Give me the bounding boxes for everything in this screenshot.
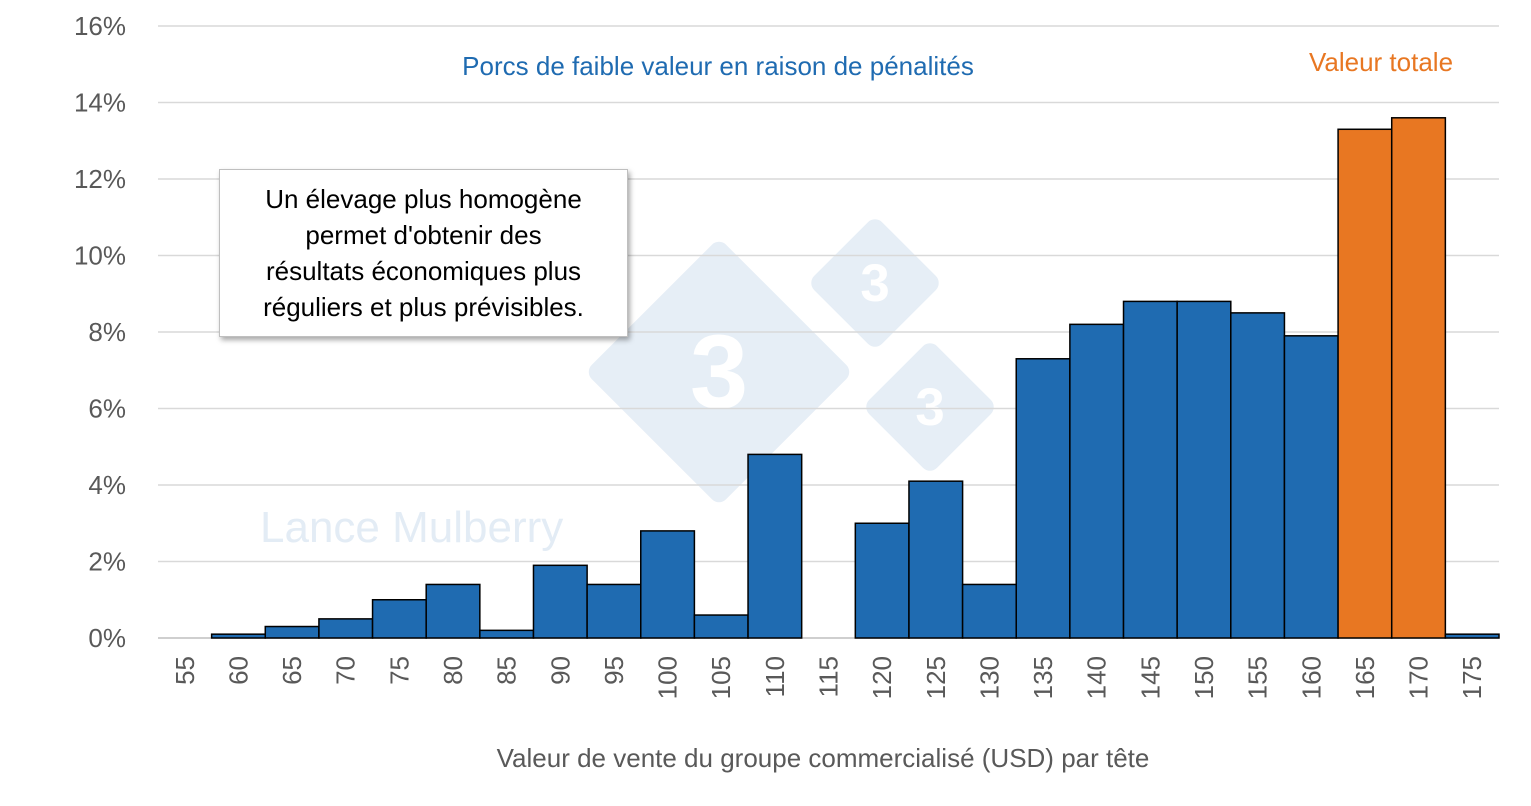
bar-155	[1230, 312, 1286, 639]
bar-95	[586, 583, 642, 639]
bar-60	[210, 633, 267, 639]
x-tick-label: 160	[1296, 656, 1326, 699]
bar-160	[1283, 335, 1339, 639]
bar-85	[479, 629, 535, 639]
watermark-author: Lance Mulberry	[260, 503, 563, 552]
bar-110	[747, 453, 803, 639]
watermark-digit: 3	[690, 314, 748, 431]
bar-175	[1444, 633, 1500, 639]
y-tick-label: 6%	[88, 394, 126, 424]
bars	[210, 117, 1500, 639]
note-line: Un élevage plus homogène	[265, 184, 582, 214]
x-tick-label: 130	[974, 656, 1004, 699]
x-tick-label: 55	[170, 656, 200, 685]
bar-125	[908, 480, 964, 639]
y-axis-tick-labels: 0% 2% 4% 6% 8% 10% 12% 14% 16%	[74, 11, 126, 653]
bar-135	[1015, 358, 1071, 639]
watermark-diamond	[588, 241, 850, 503]
x-tick-label: 60	[223, 656, 253, 685]
x-tick-label: 115	[814, 656, 844, 697]
bar-150	[1176, 300, 1232, 639]
bar-100	[640, 530, 696, 639]
watermark-logo: 3 3 3	[588, 219, 994, 503]
x-tick-label: 75	[384, 656, 414, 685]
x-tick-label: 155	[1243, 656, 1273, 699]
x-tick-label: 175	[1457, 656, 1487, 699]
bar-165	[1337, 128, 1393, 639]
x-tick-label: 165	[1350, 656, 1380, 699]
note-line: réguliers et plus prévisibles.	[263, 292, 584, 322]
x-tick-label: 120	[867, 656, 897, 699]
y-tick-label: 8%	[88, 317, 126, 347]
bar-105	[693, 614, 749, 639]
watermark-digit: 3	[915, 378, 944, 437]
low-value-annotation: Porcs de faible valeur en raison de péna…	[462, 51, 974, 81]
bar-145	[1122, 300, 1178, 639]
x-tick-label: 110	[760, 656, 790, 697]
note-line: résultats économiques plus	[265, 256, 582, 286]
bar-70	[318, 618, 374, 639]
x-tick-label: 125	[921, 656, 951, 699]
x-tick-label: 100	[653, 656, 683, 699]
total-value-annotation: Valeur totale	[1309, 47, 1453, 77]
x-tick-label: 145	[1135, 656, 1165, 699]
bar-90	[532, 564, 588, 639]
x-tick-label: 135	[1028, 656, 1058, 699]
x-tick-label: 95	[599, 656, 629, 685]
bar-65	[264, 625, 320, 639]
x-tick-label: 70	[331, 656, 361, 685]
y-tick-label: 16%	[74, 11, 126, 41]
bar-80	[425, 583, 481, 639]
note-box: Un élevage plus homogène permet d'obteni…	[219, 169, 628, 337]
y-tick-label: 12%	[74, 164, 126, 194]
x-tick-label: 90	[545, 656, 575, 685]
watermark-diamond	[811, 219, 939, 347]
bar-170	[1390, 117, 1447, 639]
bar-140	[1069, 323, 1125, 639]
bar-130	[961, 583, 1017, 639]
note-text: Un élevage plus homogène permet d'obteni…	[263, 181, 584, 325]
x-tick-label: 170	[1404, 656, 1434, 699]
x-tick-label: 65	[277, 656, 307, 685]
y-tick-label: 2%	[88, 547, 126, 577]
x-tick-label: 85	[492, 656, 522, 685]
watermark-digit: 3	[860, 254, 889, 313]
watermark-diamond	[866, 343, 994, 471]
bar-120	[854, 522, 910, 639]
y-tick-label: 4%	[88, 470, 126, 500]
x-axis-title: Valeur de vente du groupe commercialisé …	[497, 743, 1150, 773]
y-tick-label: 0%	[88, 623, 126, 653]
y-tick-label: 14%	[74, 88, 126, 118]
x-tick-label: 140	[1082, 656, 1112, 699]
y-tick-label: 10%	[74, 241, 126, 271]
x-tick-label: 80	[438, 656, 468, 685]
note-line: permet d'obtenir des	[305, 220, 542, 250]
bar-75	[371, 599, 427, 639]
x-tick-label: 150	[1189, 656, 1219, 699]
x-tick-label: 105	[706, 656, 736, 699]
x-axis-tick-labels: 55 60 65 70 75 80 85 90 95 100 105 110 115 120 125 130 1…	[170, 656, 1487, 699]
